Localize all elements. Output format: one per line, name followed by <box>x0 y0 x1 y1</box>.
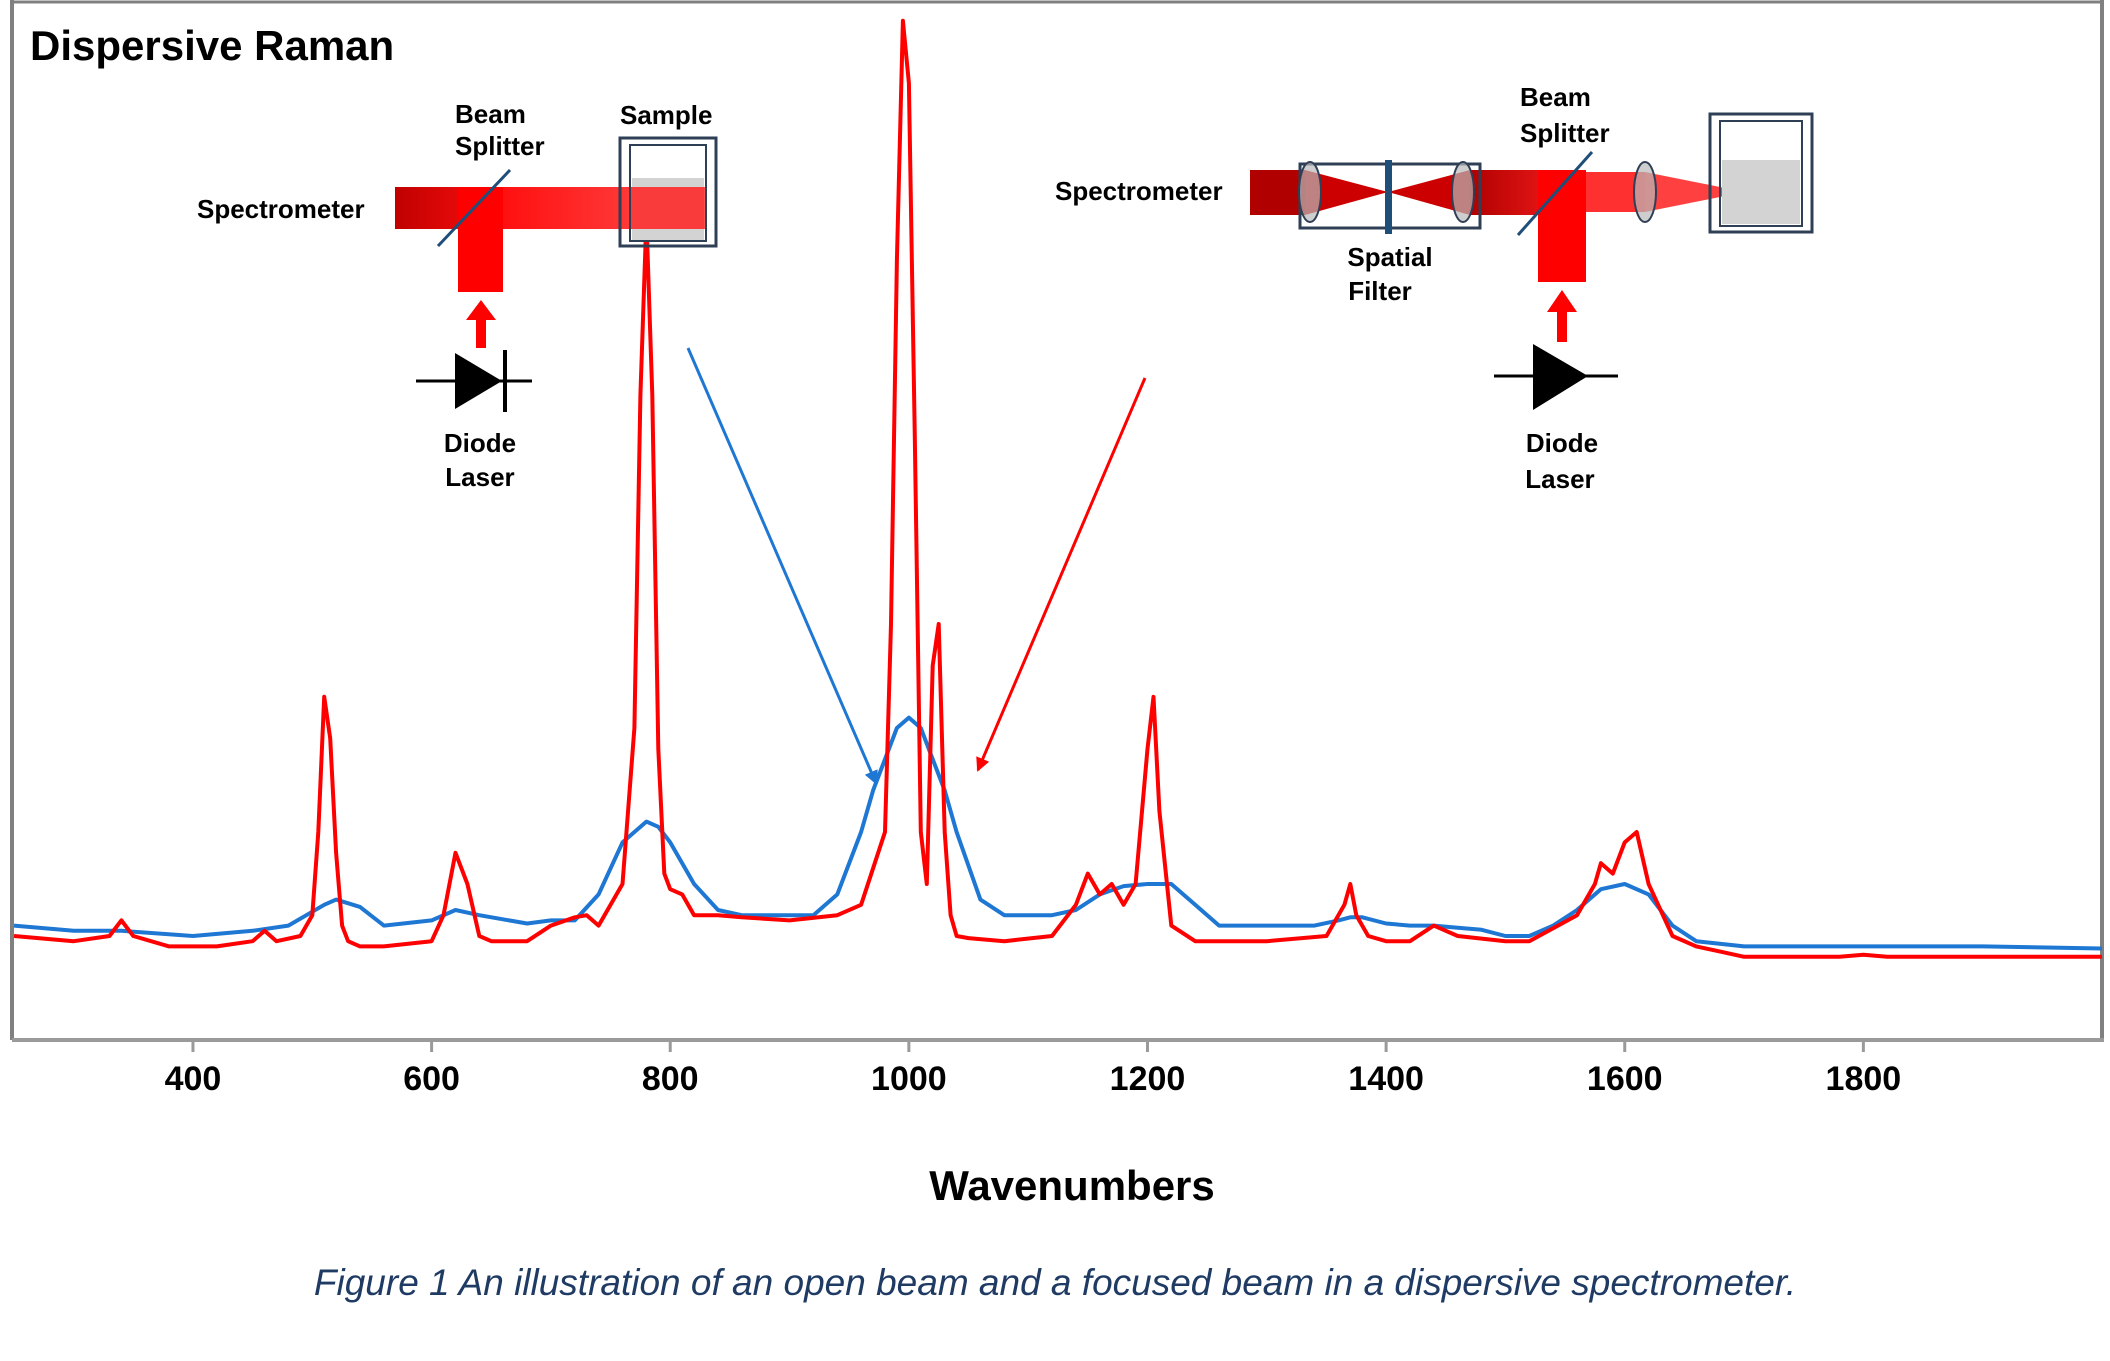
chart-title: Dispersive Raman <box>30 22 394 69</box>
series-group <box>13 18 2103 959</box>
x-tick-label: 1200 <box>1110 1060 1186 1098</box>
beam-splitter-mirror <box>436 168 512 248</box>
x-tick-label: 1000 <box>871 1060 947 1098</box>
laser-arrow-up <box>466 300 496 348</box>
diode-laser-icon-right <box>1494 344 1618 410</box>
x-tick-label: 600 <box>403 1060 460 1098</box>
x-tick-label: 1400 <box>1348 1060 1424 1098</box>
laser-beam-up <box>458 187 503 292</box>
laser-beam-up-right <box>1538 170 1586 282</box>
pinhole <box>1385 160 1392 234</box>
beam-into-spectrometer <box>1250 170 1305 215</box>
label-diode-laser-right: Diode Laser <box>1525 428 1598 494</box>
open-beam-diagram: Beam Splitter Sample Spectrometer Diode La… <box>197 99 718 492</box>
focusing-cone <box>1645 172 1745 212</box>
label-beam-splitter-right: Beam Splitter <box>1520 82 1610 148</box>
lens-3 <box>1633 161 1657 223</box>
figure-caption: Figure 1 An illustration of an open beam… <box>313 1262 1797 1303</box>
x-tick-label: 1800 <box>1826 1060 1902 1098</box>
focused-beam-diagram: Beam Splitter Spectrometer Spatial Filter … <box>1055 82 1814 494</box>
laser-arrow-up-right <box>1547 290 1577 342</box>
series-line-focused-beam <box>13 18 2102 959</box>
label-spectrometer-left: Spectrometer <box>197 194 365 224</box>
lens-1 <box>1298 161 1322 223</box>
label-beam-splitter-left: Beam Splitter <box>455 99 545 161</box>
x-tick-label: 400 <box>165 1060 222 1098</box>
focused-beam-pointer-arrow <box>976 377 1147 772</box>
label-spatial-filter: Spatial Filter <box>1347 242 1432 306</box>
spatial-filter-cone <box>1305 170 1470 215</box>
label-sample: Sample <box>620 100 713 130</box>
chart-frame <box>10 0 2104 1042</box>
label-spectrometer-right: Spectrometer <box>1055 176 1223 206</box>
x-tick-label: 800 <box>642 1060 699 1098</box>
sample-cuvette-right <box>1708 112 1814 234</box>
series-line-open-beam <box>13 715 2103 951</box>
sample-cuvette <box>618 136 718 248</box>
lens-2 <box>1451 161 1475 223</box>
open-beam-pointer-arrow <box>686 347 878 785</box>
x-axis-label: Wavenumbers <box>929 1162 1215 1209</box>
diode-laser-icon <box>416 350 532 412</box>
x-axis: 400 600 800 1000 1200 1400 1600 1800 <box>165 1040 1902 1098</box>
beam-splitter-mirror-right <box>1516 151 1594 236</box>
label-diode-laser-left: Diode Laser <box>444 428 516 492</box>
x-tick-label: 1600 <box>1587 1060 1663 1098</box>
